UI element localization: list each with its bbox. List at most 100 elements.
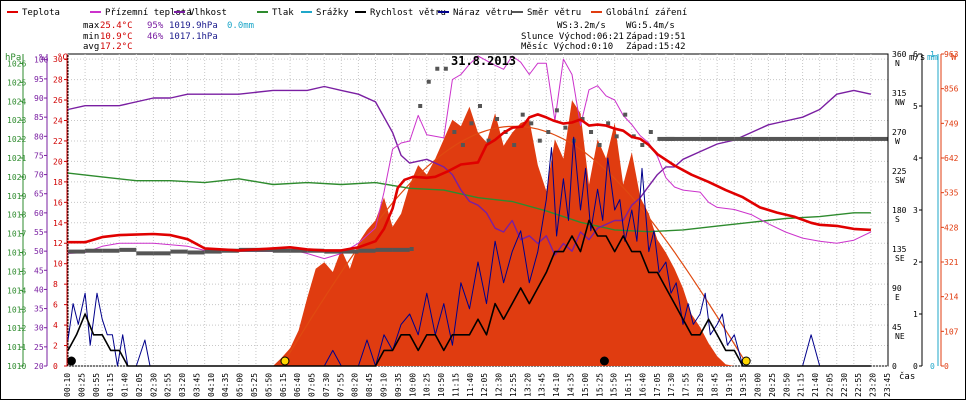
x-tick-label: 21:40 xyxy=(811,373,820,397)
marker-moonrise xyxy=(66,356,76,366)
x-tick-label: 15:00 xyxy=(581,373,590,397)
wind-direction-mark xyxy=(170,249,188,254)
tick-pct: 25 xyxy=(34,343,44,352)
x-tick-label: 23:20 xyxy=(869,373,878,397)
wind-direction-mark xyxy=(734,136,752,141)
wind-direction-mark xyxy=(640,143,645,147)
axis-label-w: W xyxy=(951,53,957,63)
tick-hpa: 1015 xyxy=(7,267,26,276)
tick-hpa: 1011 xyxy=(7,343,26,352)
wind-direction-mark xyxy=(836,136,854,141)
x-tick-label: 10:50 xyxy=(437,373,446,397)
x-tick-label: 16:40 xyxy=(638,373,647,397)
tick-degc: 10 xyxy=(53,260,63,269)
wind-direction-mark xyxy=(546,130,551,134)
x-tick-label: 02:30 xyxy=(149,373,158,397)
stats-block: max 25.4°C 95% 1019.9hPa 0.0mm min 10.9°… xyxy=(83,21,686,52)
stats-wind-speed: WS:3.2m/s xyxy=(557,21,606,31)
wind-direction-mark xyxy=(785,136,803,141)
tick-dir: 90 xyxy=(892,284,902,293)
legend-label-rychlost-vetru: Rychlost větru xyxy=(370,8,446,18)
legend-label-srazky: Srážky xyxy=(316,8,349,18)
wind-direction-mark xyxy=(554,108,559,113)
wind-direction-mark xyxy=(597,143,602,147)
x-tick-label: 18:20 xyxy=(696,373,705,397)
axis-label-pct: % xyxy=(39,53,45,63)
tick-w: 321 xyxy=(944,258,959,267)
wind-direction-mark xyxy=(768,136,786,141)
wind-direction-mark xyxy=(375,247,393,252)
x-tick-label: 17:55 xyxy=(682,373,691,397)
sun-moon-markers xyxy=(66,356,751,366)
wind-direction-mark xyxy=(495,117,500,121)
radiation-area xyxy=(68,100,871,367)
x-tick-label: 18:45 xyxy=(710,373,719,397)
wind-direction-mark xyxy=(589,130,594,134)
x-tick-label: 01:15 xyxy=(106,373,115,397)
tick-mm: 0 xyxy=(930,362,935,371)
x-tick-label: 02:55 xyxy=(164,373,173,397)
tick-degc: 14 xyxy=(53,219,63,228)
legend-label-vlhkost: Vlhkost xyxy=(189,8,227,18)
wind-direction-mark xyxy=(341,249,359,254)
tick-degc: 22 xyxy=(53,137,63,146)
tick-pct: 85 xyxy=(34,113,44,122)
x-tick-label: 11:15 xyxy=(451,373,460,397)
stats-avg-temp: 17.2°C xyxy=(100,42,133,52)
tick-dir-name: SW xyxy=(895,176,905,185)
axis-label-mm: mm xyxy=(927,53,938,63)
tick-w: 0 xyxy=(944,362,949,371)
stats-max-temp: 25.4°C xyxy=(100,21,133,31)
stats-min-pressure: 1017.1hPa xyxy=(169,32,218,42)
wind-direction-mark xyxy=(435,66,440,71)
wind-direction-mark xyxy=(580,117,585,121)
series-teplota xyxy=(68,113,871,252)
tick-hpa: 1025 xyxy=(7,78,26,87)
tick-w: 535 xyxy=(944,189,959,198)
tick-hpa: 1017 xyxy=(7,230,26,239)
tick-pct: 60 xyxy=(34,209,44,218)
stats-min-label: min xyxy=(83,32,99,42)
wind-direction-mark xyxy=(136,251,154,256)
wind-direction-mark xyxy=(153,251,171,256)
wind-direction-mark xyxy=(478,104,482,108)
series-rychlost-vetru xyxy=(67,219,871,367)
wind-direction-mark xyxy=(683,136,701,141)
x-tick-label: 13:45 xyxy=(538,373,547,397)
tick-dir-name: SE xyxy=(895,254,905,263)
x-tick-label: 07:30 xyxy=(322,373,331,397)
tick-w: 428 xyxy=(944,223,959,232)
x-tick-label: 14:35 xyxy=(567,373,576,397)
tick-pct: 20 xyxy=(34,362,44,371)
stats-avg-label: avg xyxy=(83,42,99,52)
tick-degc: 0 xyxy=(53,362,58,371)
tick-hpa: 1020 xyxy=(7,173,26,182)
wind-direction-mark xyxy=(187,250,205,255)
wind-direction-mark xyxy=(68,249,86,254)
stats-min-humidity: 46% xyxy=(147,32,164,42)
tick-degc: 4 xyxy=(53,321,58,330)
wind-direction-mark xyxy=(418,104,423,108)
tick-hpa: 1024 xyxy=(7,97,26,106)
legend-label-smer-vetru: Směr větru xyxy=(527,8,581,18)
tick-dir-name: NW xyxy=(895,98,905,107)
x-tick-label: 16:15 xyxy=(624,373,633,397)
x-tick-label: 10:00 xyxy=(408,373,417,397)
tick-dir-name: E xyxy=(895,293,900,302)
x-tick-label: 11:40 xyxy=(466,373,475,397)
tick-degc: 16 xyxy=(53,198,63,207)
legend-label-globalni-zareni: Globální záření xyxy=(606,8,687,18)
tick-pct: 55 xyxy=(34,228,44,237)
series-tlak xyxy=(67,172,871,233)
wind-direction-mark xyxy=(870,136,888,141)
wind-direction-mark xyxy=(460,143,465,147)
x-tick-label: 10:25 xyxy=(423,373,432,397)
x-axis: 00:10 00:25 00:55 01:15 01:40 02:05 02:30 02:55… xyxy=(63,373,892,397)
chart-title: 31.8.2013 xyxy=(451,54,516,68)
tick-hpa: 1023 xyxy=(7,116,26,125)
x-tick-label: 05:25 xyxy=(250,373,259,397)
wind-direction-mark xyxy=(426,79,431,84)
x-tick-label: 08:45 xyxy=(365,373,374,397)
tick-ms: 1 xyxy=(913,310,918,319)
tick-ms: 0 xyxy=(913,362,918,371)
